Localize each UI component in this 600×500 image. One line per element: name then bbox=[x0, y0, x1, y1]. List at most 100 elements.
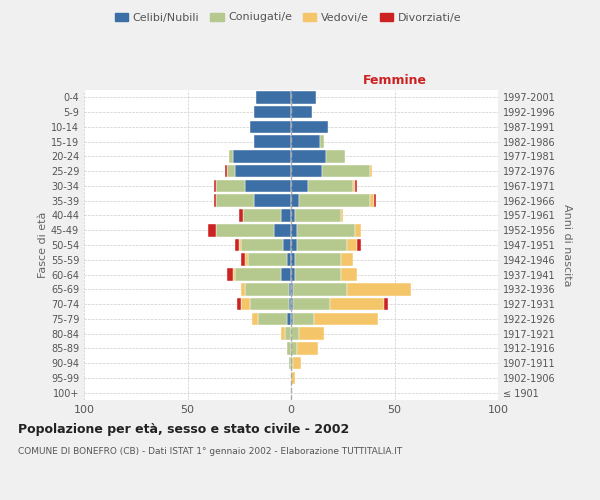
Bar bbox=[214, 194, 217, 207]
Bar bbox=[314, 312, 378, 325]
Bar bbox=[251, 312, 258, 325]
Bar bbox=[254, 136, 291, 148]
Bar bbox=[291, 312, 293, 325]
Bar bbox=[291, 342, 297, 354]
Bar bbox=[250, 298, 289, 310]
Bar bbox=[233, 150, 291, 162]
Bar bbox=[355, 180, 357, 192]
Bar bbox=[291, 298, 293, 310]
Bar bbox=[287, 312, 291, 325]
Bar bbox=[291, 165, 322, 177]
Bar bbox=[250, 120, 291, 133]
Y-axis label: Anni di nascita: Anni di nascita bbox=[562, 204, 572, 286]
Bar bbox=[291, 254, 295, 266]
Bar bbox=[239, 209, 244, 222]
Bar bbox=[217, 180, 245, 192]
Bar bbox=[353, 180, 355, 192]
Bar bbox=[341, 254, 353, 266]
Bar bbox=[241, 238, 283, 252]
Bar bbox=[295, 209, 341, 222]
Bar bbox=[355, 224, 361, 236]
Bar bbox=[291, 268, 295, 281]
Bar bbox=[289, 298, 291, 310]
Bar bbox=[274, 224, 291, 236]
Bar bbox=[256, 91, 291, 104]
Bar bbox=[291, 180, 308, 192]
Bar bbox=[299, 328, 324, 340]
Bar bbox=[244, 209, 281, 222]
Bar bbox=[291, 120, 328, 133]
Bar bbox=[214, 180, 217, 192]
Bar bbox=[287, 254, 291, 266]
Bar bbox=[370, 165, 372, 177]
Bar bbox=[291, 136, 320, 148]
Bar bbox=[347, 238, 357, 252]
Bar bbox=[374, 194, 376, 207]
Bar bbox=[347, 283, 411, 296]
Legend: Celibi/Nubili, Coniugati/e, Vedovi/e, Divorziati/e: Celibi/Nubili, Coniugati/e, Vedovi/e, Di… bbox=[110, 8, 466, 27]
Text: Popolazione per età, sesso e stato civile - 2002: Popolazione per età, sesso e stato civil… bbox=[18, 422, 349, 436]
Bar bbox=[289, 283, 291, 296]
Bar bbox=[291, 209, 295, 222]
Bar bbox=[237, 298, 241, 310]
Bar bbox=[299, 194, 370, 207]
Bar bbox=[235, 165, 291, 177]
Bar bbox=[227, 268, 233, 281]
Bar bbox=[208, 224, 217, 236]
Bar bbox=[293, 357, 301, 370]
Bar bbox=[281, 209, 291, 222]
Bar bbox=[283, 238, 291, 252]
Bar bbox=[287, 342, 291, 354]
Bar bbox=[326, 150, 345, 162]
Bar bbox=[291, 238, 297, 252]
Bar bbox=[322, 165, 370, 177]
Bar bbox=[281, 328, 285, 340]
Text: Femmine: Femmine bbox=[362, 74, 427, 87]
Bar bbox=[384, 298, 388, 310]
Bar bbox=[308, 180, 353, 192]
Bar bbox=[241, 254, 245, 266]
Bar bbox=[245, 254, 248, 266]
Bar bbox=[370, 194, 374, 207]
Bar bbox=[217, 194, 254, 207]
Bar bbox=[341, 268, 357, 281]
Bar bbox=[227, 165, 235, 177]
Bar bbox=[341, 209, 343, 222]
Y-axis label: Fasce di età: Fasce di età bbox=[38, 212, 48, 278]
Bar bbox=[295, 268, 341, 281]
Bar bbox=[241, 298, 250, 310]
Bar bbox=[293, 283, 347, 296]
Bar bbox=[291, 328, 299, 340]
Bar bbox=[258, 312, 287, 325]
Bar bbox=[297, 224, 355, 236]
Bar bbox=[233, 268, 235, 281]
Bar bbox=[357, 238, 361, 252]
Bar bbox=[217, 224, 274, 236]
Bar bbox=[235, 238, 239, 252]
Bar bbox=[295, 254, 341, 266]
Bar bbox=[229, 150, 233, 162]
Bar bbox=[291, 106, 312, 118]
Bar bbox=[291, 283, 293, 296]
Bar bbox=[248, 254, 287, 266]
Bar bbox=[254, 194, 291, 207]
Bar bbox=[291, 150, 326, 162]
Bar bbox=[320, 136, 324, 148]
Bar bbox=[331, 298, 384, 310]
Text: COMUNE DI BONEFRO (CB) - Dati ISTAT 1° gennaio 2002 - Elaborazione TUTTITALIA.IT: COMUNE DI BONEFRO (CB) - Dati ISTAT 1° g… bbox=[18, 448, 402, 456]
Bar bbox=[285, 328, 291, 340]
Bar bbox=[245, 180, 291, 192]
Bar bbox=[245, 283, 289, 296]
Bar bbox=[291, 357, 293, 370]
Bar bbox=[241, 283, 245, 296]
Bar bbox=[254, 106, 291, 118]
Bar bbox=[293, 298, 331, 310]
Bar bbox=[291, 372, 295, 384]
Bar bbox=[291, 224, 297, 236]
Bar bbox=[239, 238, 241, 252]
Bar bbox=[297, 238, 347, 252]
Bar bbox=[291, 91, 316, 104]
Bar bbox=[235, 268, 281, 281]
Bar bbox=[293, 312, 314, 325]
Bar bbox=[291, 194, 299, 207]
